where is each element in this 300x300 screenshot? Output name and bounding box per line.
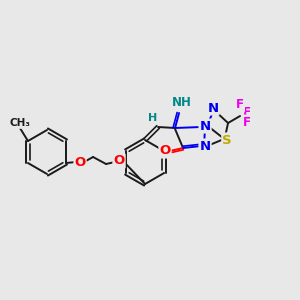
Text: O: O — [113, 154, 125, 167]
Text: NH: NH — [172, 95, 192, 109]
Text: N: N — [200, 119, 211, 133]
Text: CH₃: CH₃ — [9, 118, 30, 128]
Text: F: F — [243, 116, 251, 128]
Text: N: N — [200, 140, 211, 152]
Text: N: N — [208, 101, 219, 115]
Text: H: H — [148, 113, 158, 123]
Text: F: F — [243, 106, 251, 118]
Text: F: F — [236, 98, 244, 112]
Text: O: O — [74, 155, 86, 169]
Text: O: O — [159, 145, 171, 158]
Text: S: S — [222, 134, 232, 146]
